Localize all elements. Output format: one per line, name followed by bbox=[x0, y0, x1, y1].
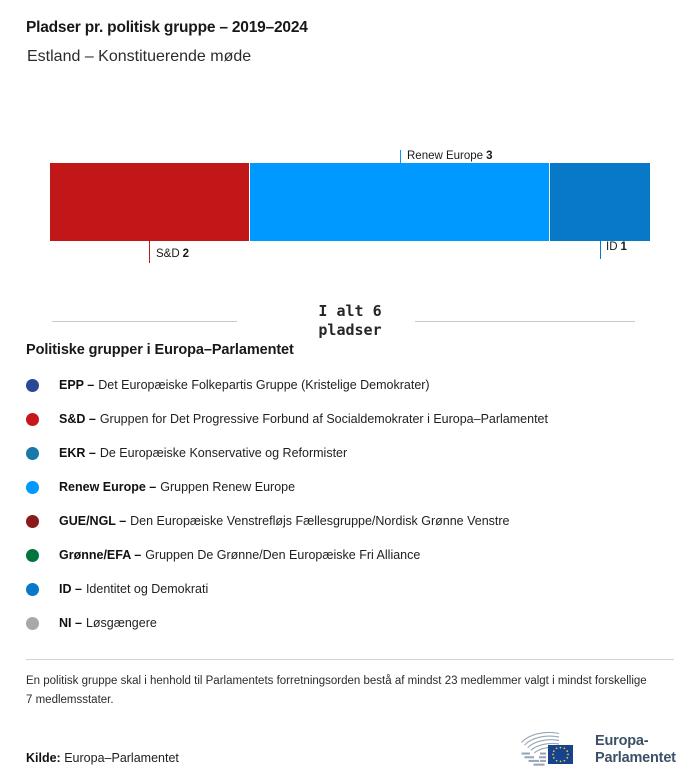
legend-item-abbr: GUE/NGL – bbox=[59, 514, 127, 528]
legend-item-description: Løsgængere bbox=[85, 616, 157, 630]
hemicycle-logo-icon bbox=[521, 731, 573, 766]
legend-item: NI – Løsgængere bbox=[26, 606, 676, 640]
legend-item-abbr: ID – bbox=[59, 582, 82, 596]
legend-item-description: Gruppen De Grønne/Den Europæiske Fri All… bbox=[145, 548, 421, 562]
logo-line2: Parlamentet bbox=[595, 750, 676, 766]
total-seats-section: I alt 6 pladser bbox=[0, 300, 700, 346]
callout-id-group: ID bbox=[606, 241, 618, 253]
callout-id-value: 1 bbox=[620, 241, 627, 253]
source-value: Europa–Parlamentet bbox=[64, 751, 179, 765]
legend-item-abbr: Renew Europe – bbox=[59, 480, 157, 494]
legend-item-description: Identitet og Demokrati bbox=[85, 582, 209, 596]
bar-segment-renew-europe[interactable] bbox=[249, 163, 550, 241]
legend-item-description: De Europæiske Konservative og Reformiste… bbox=[99, 446, 348, 460]
footnote-divider bbox=[26, 659, 674, 660]
legend-item: Renew Europe – Gruppen Renew Europe bbox=[26, 470, 676, 504]
legend-item: GUE/NGL – Den Europæiske Venstrefløjs Fæl… bbox=[26, 504, 676, 538]
legend-color-dot-icon bbox=[26, 446, 39, 460]
legend-item: EPP – Det Europæiske Folkepartis Gruppe (… bbox=[26, 368, 676, 402]
legend-color-dot-icon bbox=[26, 582, 39, 596]
leader-line-id-icon bbox=[600, 241, 601, 259]
bar-segment-s-d[interactable] bbox=[50, 163, 250, 241]
total-rule-left bbox=[52, 321, 237, 322]
legend-item-description: Gruppen Renew Europe bbox=[160, 480, 296, 494]
legend-item-description: Det Europæiske Folkepartis Gruppe (Krist… bbox=[98, 378, 430, 392]
legend-item-description: Gruppen for Det Progressive Forbund af S… bbox=[99, 412, 548, 426]
callout-id: ID 1 bbox=[600, 241, 627, 259]
legend-title: Politiske grupper i Europa–Parlamentet bbox=[26, 342, 294, 358]
legend-color-dot-icon bbox=[26, 480, 39, 494]
legend-item-abbr: EKR – bbox=[59, 446, 96, 460]
legend-color-dot-icon bbox=[26, 378, 39, 392]
stacked-bar bbox=[50, 163, 650, 241]
source-label: Kilde: bbox=[26, 751, 61, 765]
legend-color-dot-icon bbox=[26, 412, 39, 426]
leader-line-renew-icon bbox=[400, 150, 401, 164]
total-seats-line2: pladser bbox=[318, 321, 382, 339]
page-title: Pladser pr. politisk gruppe – 2019–2024 bbox=[26, 19, 308, 36]
callout-renew-europe: Renew Europe 3 bbox=[400, 150, 493, 164]
callout-renew-value: 3 bbox=[486, 150, 493, 162]
leader-line-sd-icon bbox=[149, 237, 150, 263]
legend-item: ID – Identitet og Demokrati bbox=[26, 572, 676, 606]
bar-segment-id[interactable] bbox=[549, 163, 650, 241]
callout-renew-group: Renew Europe bbox=[407, 150, 484, 162]
page-subtitle: Estland – Konstituerende møde bbox=[27, 48, 252, 65]
political-groups-legend: EPP – Det Europæiske Folkepartis Gruppe (… bbox=[26, 368, 676, 640]
legend-item: S&D – Gruppen for Det Progressive Forbund… bbox=[26, 402, 676, 436]
total-seats-text: I alt 6 pladser bbox=[0, 302, 700, 340]
logo-wordmark: Europa- Parlamentet bbox=[595, 733, 676, 767]
european-parliament-logo: Europa- Parlamentet bbox=[515, 728, 676, 772]
legend-item-abbr: EPP – bbox=[59, 378, 95, 392]
total-rule-right bbox=[415, 321, 635, 322]
callout-sd-value: 2 bbox=[182, 248, 190, 260]
legend-item-abbr: Grønne/EFA – bbox=[59, 548, 142, 562]
seats-stacked-bar-chart: Renew Europe 3 S&D 2 ID 1 bbox=[0, 0, 700, 290]
legend-item: Grønne/EFA – Gruppen De Grønne/Den Europæ… bbox=[26, 538, 676, 572]
legend-item-abbr: S&D – bbox=[59, 412, 96, 426]
legend-color-dot-icon bbox=[26, 616, 39, 630]
legend-item-description: Den Europæiske Venstrefløjs Fællesgruppe… bbox=[130, 514, 510, 528]
legend-item: EKR – De Europæiske Konservative og Refor… bbox=[26, 436, 676, 470]
source-line: Kilde: Europa–Parlamentet bbox=[26, 751, 179, 765]
legend-item-abbr: NI – bbox=[59, 616, 82, 630]
callout-sd-group: S&D bbox=[156, 248, 180, 260]
legend-color-dot-icon bbox=[26, 548, 39, 562]
logo-line1: Europa- bbox=[595, 733, 649, 749]
footnote-text: En politisk gruppe skal i henhold til Pa… bbox=[26, 675, 647, 706]
legend-color-dot-icon bbox=[26, 514, 39, 528]
callout-sd: S&D 2 bbox=[149, 237, 190, 263]
total-seats-line1: I alt 6 bbox=[318, 302, 382, 320]
